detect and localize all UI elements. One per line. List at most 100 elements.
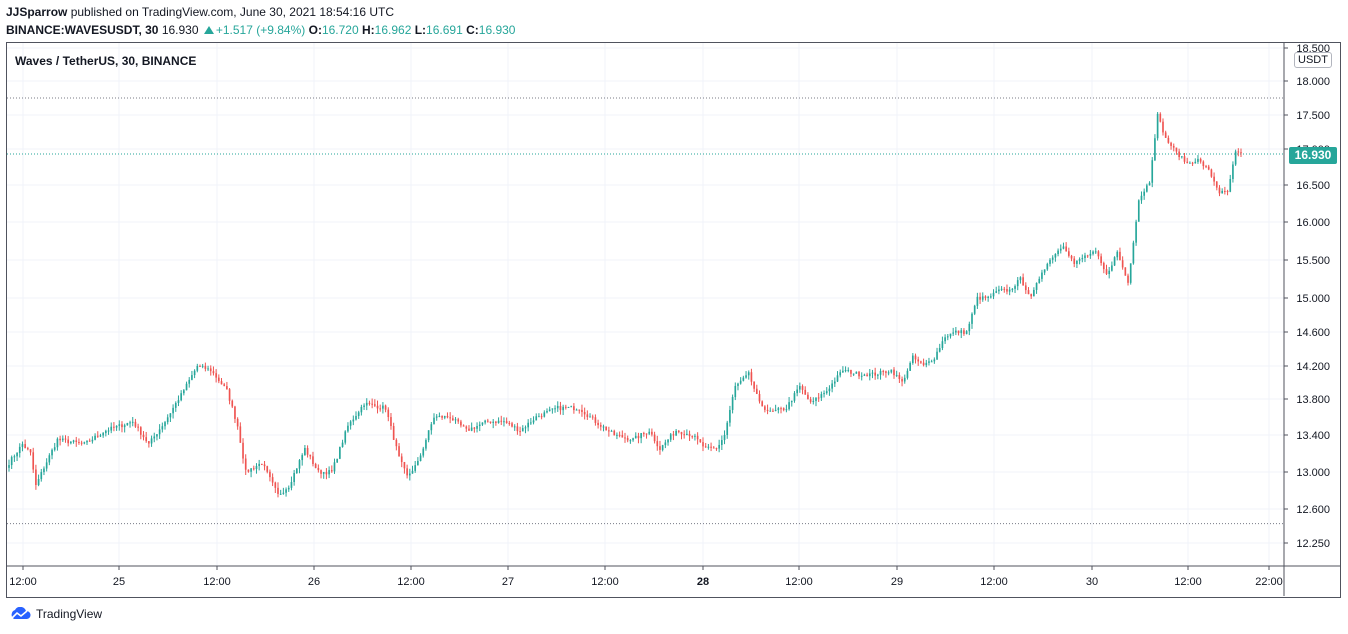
candle-body	[113, 426, 115, 428]
candle-body	[1014, 286, 1016, 289]
candle-body	[1127, 275, 1129, 283]
author-name[interactable]: JJSparrow	[6, 5, 68, 19]
candle-body	[403, 462, 406, 469]
candle-body	[1135, 221, 1137, 243]
candle-body	[16, 452, 18, 457]
candle-body	[64, 438, 67, 440]
ohlc-line: BINANCE:WAVESUSDT, 30 16.930 +1.517 (+9.…	[6, 23, 515, 37]
candle-body	[610, 430, 613, 432]
currency-unit-label[interactable]: USDT	[1294, 52, 1332, 68]
candle-body	[1143, 191, 1145, 196]
candle-body	[839, 372, 842, 376]
candle-body	[199, 365, 201, 367]
candle-body	[258, 463, 260, 467]
candle-body	[269, 471, 271, 478]
candle-body	[220, 381, 223, 385]
candle-body	[640, 433, 642, 439]
candle-body	[1008, 289, 1011, 292]
candle-body	[126, 423, 129, 426]
candle-body	[374, 404, 376, 406]
candle-body	[860, 375, 863, 377]
candle-body	[1105, 269, 1108, 275]
candle-body	[59, 438, 61, 441]
candle-body	[489, 421, 492, 423]
candle-body	[519, 431, 521, 433]
tradingview-logo[interactable]: TradingView	[8, 607, 102, 621]
candle-body	[799, 386, 801, 390]
candle-body	[1016, 280, 1019, 287]
candle-body	[417, 460, 419, 466]
candle-body	[347, 425, 349, 432]
candle-body	[236, 418, 239, 427]
tradingview-cloud-icon	[11, 607, 31, 619]
candle-body	[110, 426, 113, 431]
candle-body	[1210, 169, 1213, 177]
candle-body	[150, 438, 153, 444]
candle-body	[309, 454, 312, 457]
candle-body	[239, 426, 242, 443]
candle-body	[669, 434, 672, 440]
candle-body	[10, 457, 13, 466]
candle-body	[616, 434, 618, 436]
symbol-label: BINANCE:WAVESUSDT, 30	[6, 23, 159, 37]
candle-body	[731, 397, 734, 410]
candle-body	[252, 468, 255, 470]
candle-body	[1049, 259, 1051, 264]
candle-body	[785, 409, 788, 411]
candle-body	[1046, 263, 1049, 270]
candle-body	[898, 375, 901, 380]
candle-body	[21, 444, 24, 447]
candle-body	[295, 468, 298, 474]
candle-body	[1148, 182, 1151, 186]
candle-body	[470, 427, 473, 431]
candle-body	[1180, 156, 1183, 158]
candle-body	[223, 384, 226, 387]
candle-body	[411, 470, 414, 474]
candle-body	[441, 415, 443, 418]
candle-body	[933, 359, 936, 362]
candle-body	[858, 371, 860, 377]
candle-body	[866, 374, 868, 377]
candle-body	[1224, 190, 1226, 192]
candle-body	[201, 365, 204, 367]
candle-body	[1164, 132, 1167, 138]
candle-body	[920, 361, 922, 363]
candle-body	[427, 430, 430, 441]
candle-body	[486, 420, 489, 422]
candle-body	[204, 365, 207, 369]
candle-body	[78, 441, 80, 443]
low-label: L:	[414, 23, 427, 37]
candle-body	[91, 439, 94, 442]
current-price-badge: 16.930	[1289, 147, 1337, 164]
candle-body	[984, 296, 987, 298]
candle-body	[1221, 190, 1224, 194]
candle-body	[879, 371, 882, 375]
price-tick-label: 14.200	[1296, 361, 1330, 373]
candle-body	[874, 372, 876, 376]
candle-body	[831, 383, 833, 389]
candle-body	[675, 430, 677, 436]
candle-body	[172, 407, 174, 414]
candle-body	[1097, 251, 1100, 257]
candle-body	[686, 433, 688, 435]
candle-body	[538, 416, 540, 418]
last-price: 16.930	[161, 23, 199, 37]
candle-body	[581, 409, 583, 413]
candle-body	[51, 449, 53, 456]
candle-body	[193, 370, 196, 376]
candle-body	[726, 422, 729, 436]
candle-body	[1215, 181, 1218, 188]
candle-body	[890, 369, 893, 373]
candle-body	[739, 380, 742, 384]
candle-body	[244, 458, 247, 470]
candle-body	[613, 430, 616, 436]
candle-body	[936, 351, 938, 360]
candle-body	[992, 292, 995, 297]
candle-body	[914, 355, 917, 360]
candle-body	[45, 462, 48, 469]
candle-body	[231, 400, 234, 407]
candle-body	[987, 296, 989, 298]
candle-body	[357, 412, 360, 416]
candle-body	[183, 390, 185, 394]
